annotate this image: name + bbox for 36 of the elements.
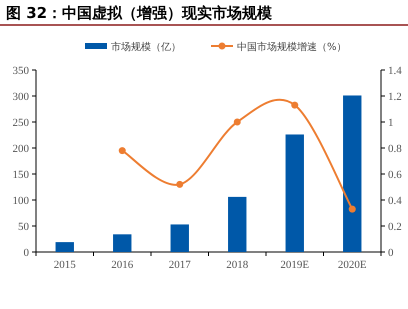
- y2-tick-label: 0.8: [388, 143, 402, 155]
- x-tick-label: 2016: [111, 259, 134, 271]
- x-tick-label: 2017: [168, 259, 192, 271]
- y2-tick-label: 0.4: [388, 195, 402, 207]
- x-tick-label: 2018: [226, 259, 249, 271]
- point: [234, 118, 241, 126]
- y-tick-label: 200: [12, 143, 30, 155]
- y-tick-label: 350: [12, 65, 30, 77]
- y-tick-label: 250: [12, 117, 30, 129]
- y-tick-label: 150: [12, 169, 30, 181]
- x-tick-label: 2020E: [338, 259, 367, 271]
- y2-tick-label: 1: [388, 117, 394, 129]
- y2-tick-label: 1.2: [388, 91, 402, 103]
- y-tick-label: 100: [12, 195, 30, 207]
- bar: [170, 224, 189, 252]
- bar: [286, 134, 304, 252]
- y-tick-label: 50: [18, 221, 30, 233]
- legend-label: 中国市场规模增速（%）: [237, 41, 347, 53]
- point: [176, 180, 184, 188]
- point: [118, 147, 126, 154]
- bar: [56, 242, 74, 252]
- y2-tick-label: 0.2: [388, 221, 402, 233]
- legend-label: 市场规模（亿）: [111, 41, 181, 53]
- x-tick-label: 2019E: [280, 259, 310, 271]
- y-tick-label: 0: [24, 247, 30, 259]
- bar: [228, 196, 246, 252]
- y2-tick-label: 0.6: [388, 169, 402, 181]
- point: [291, 102, 298, 109]
- point: [348, 206, 356, 213]
- bar: [343, 95, 362, 252]
- chart-title: 图 32：中国虚拟（增强）现实市场规模: [6, 4, 274, 22]
- y2-tick-label: 1.4: [388, 65, 402, 77]
- y2-tick-label: 0: [388, 247, 394, 259]
- y-tick-label: 300: [12, 91, 30, 103]
- bar: [113, 234, 132, 252]
- x-tick-label: 2015: [54, 259, 76, 271]
